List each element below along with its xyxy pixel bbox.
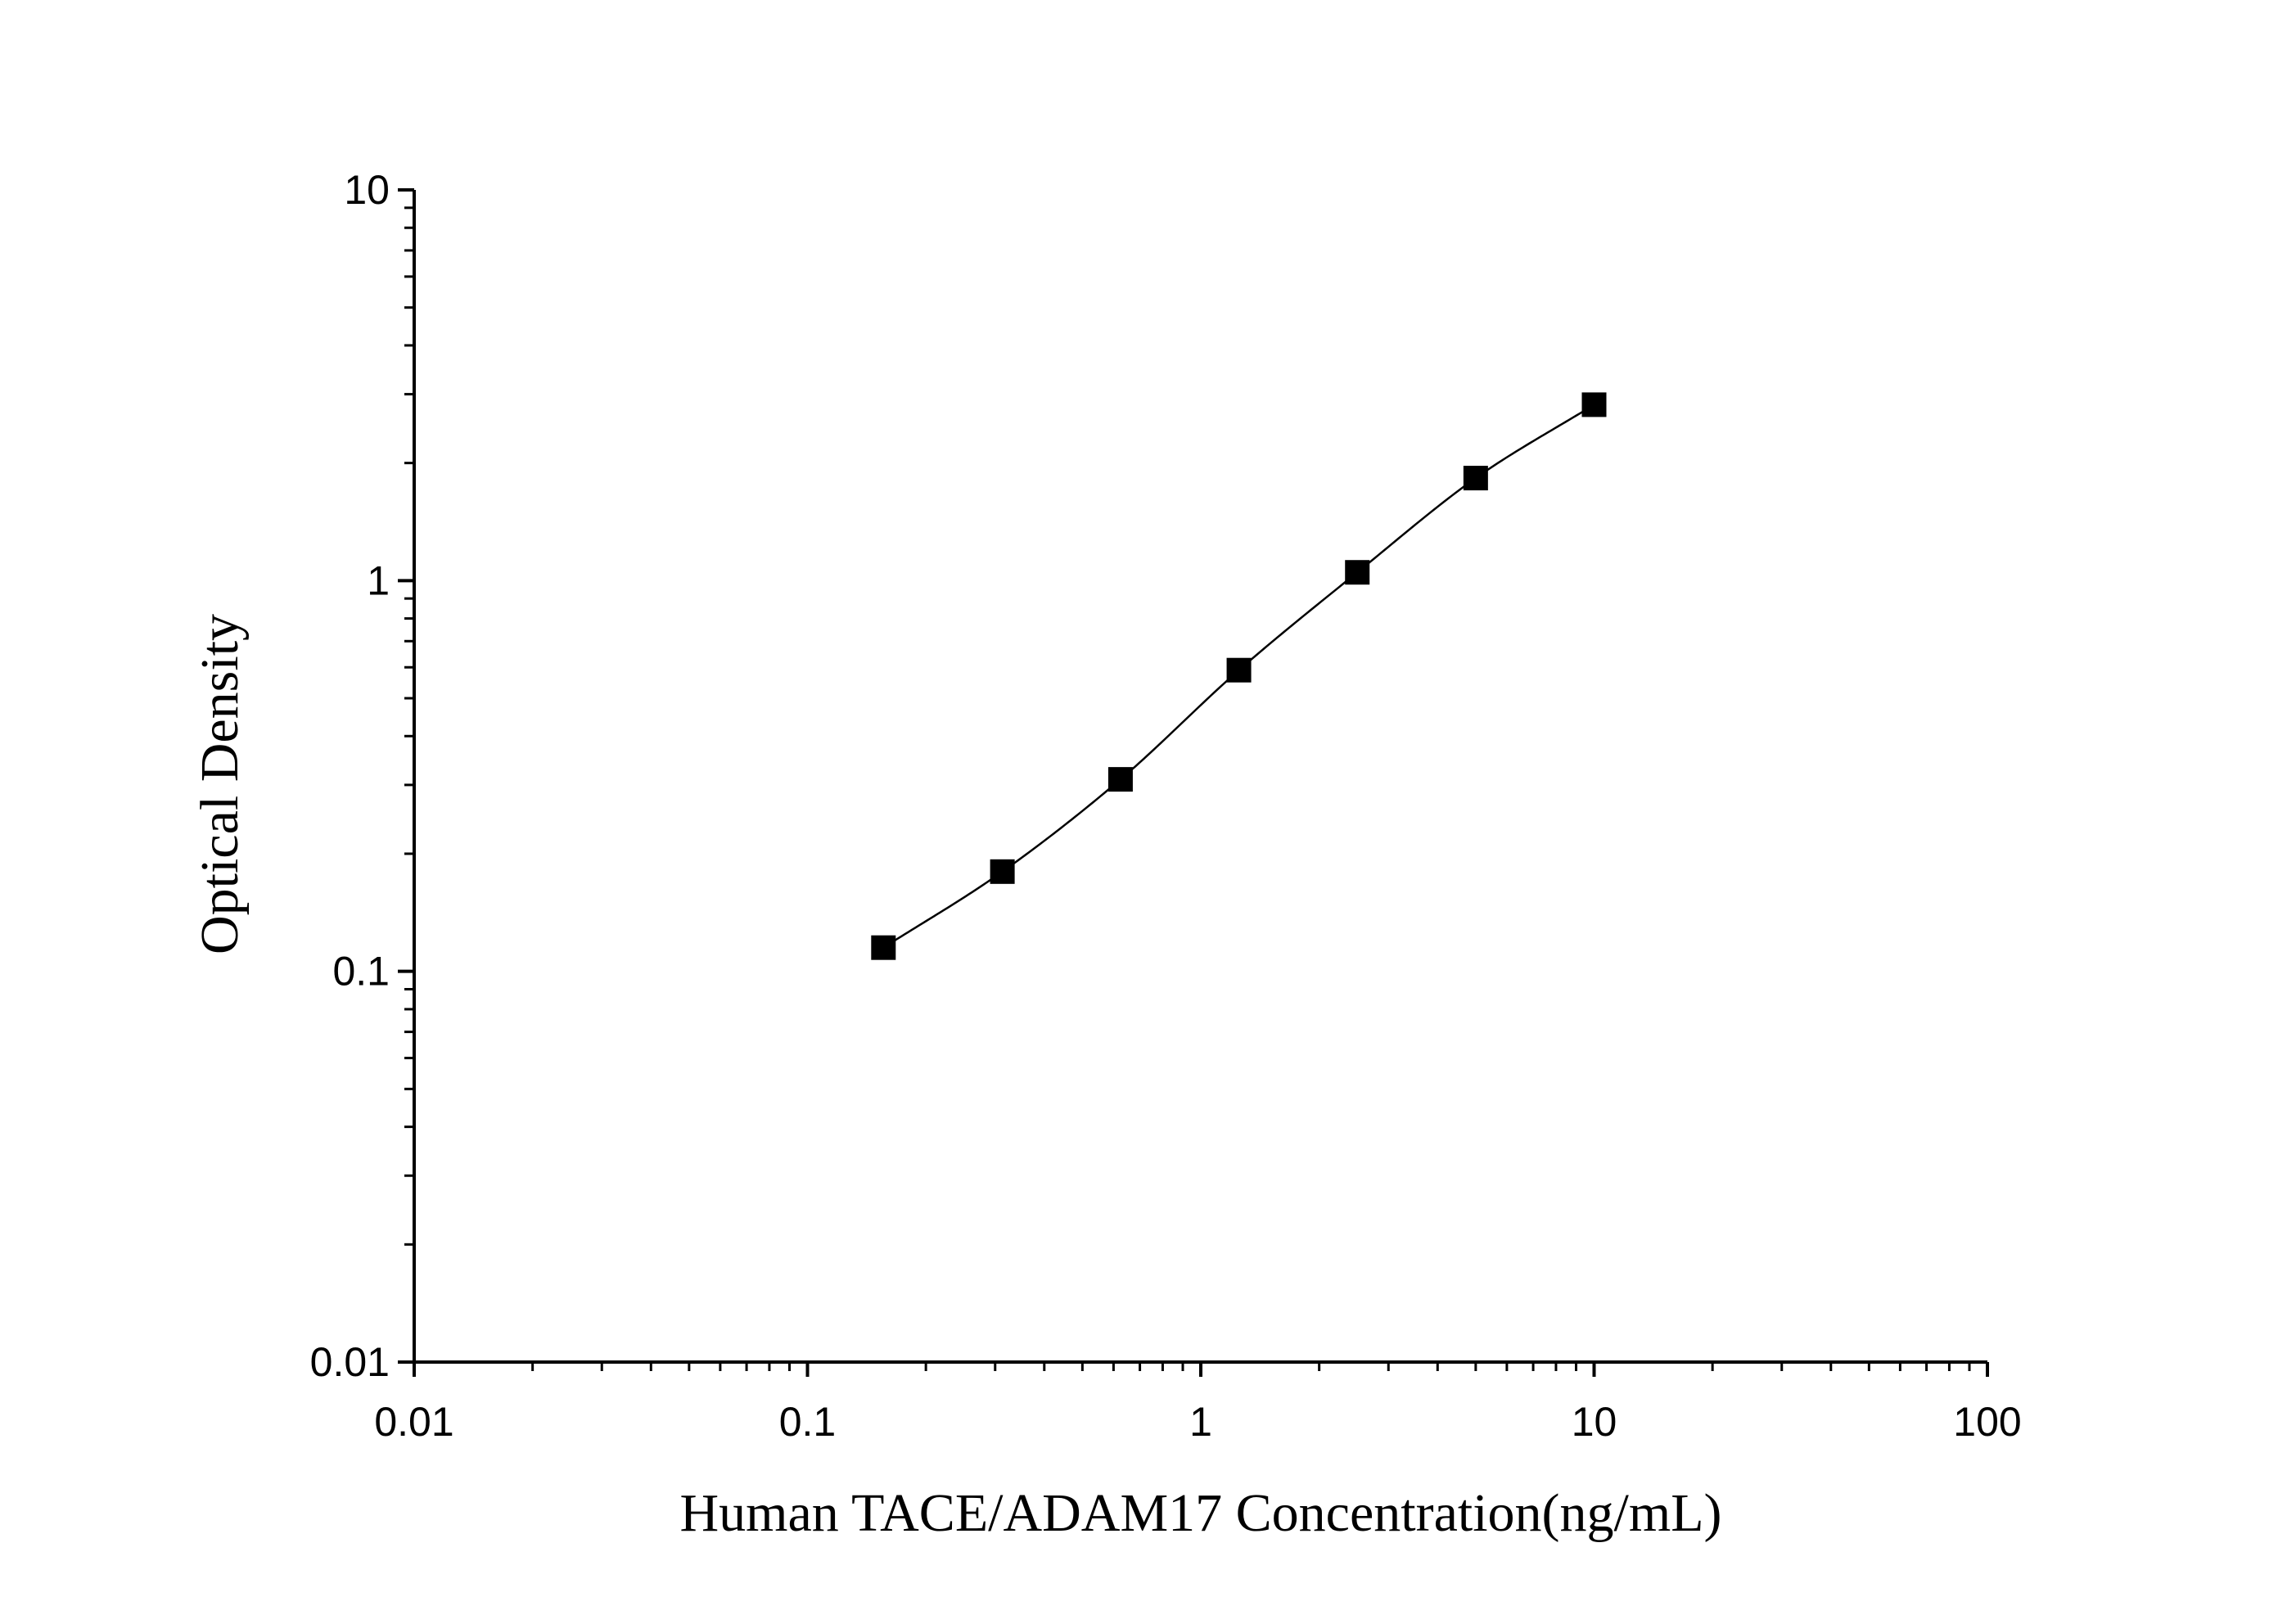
x-tick-label: 10 — [1572, 1399, 1617, 1445]
x-tick-label: 0.1 — [779, 1399, 837, 1445]
data-point-marker — [1581, 392, 1607, 417]
y-axis-title: Optical Density — [190, 614, 250, 954]
axes: 0.01 0.1 1 10 100 0.01 0.1 1 10 — [310, 167, 2022, 1445]
y-tick-label: 0.1 — [332, 949, 390, 995]
data-point-marker — [990, 859, 1015, 884]
data-point-marker — [1463, 466, 1488, 491]
axis-labels: Human TACE/ADAM17 Concentration(ng/mL) O… — [190, 614, 1721, 1543]
x-tick-label: 0.01 — [374, 1399, 453, 1445]
x-axis-title: Human TACE/ADAM17 Concentration(ng/mL) — [680, 1483, 1722, 1543]
x-tick-label: 1 — [1189, 1399, 1212, 1445]
data-point-marker — [1226, 657, 1252, 683]
y-tick-label: 10 — [344, 167, 390, 213]
data-point-marker — [1107, 767, 1133, 792]
data-point-marker — [871, 935, 896, 960]
y-tick-label: 1 — [367, 557, 390, 603]
x-tick-label: 100 — [1953, 1399, 2021, 1445]
y-tick-label: 0.01 — [310, 1339, 390, 1385]
data-point-marker — [1345, 560, 1370, 585]
data-points — [871, 392, 1607, 960]
